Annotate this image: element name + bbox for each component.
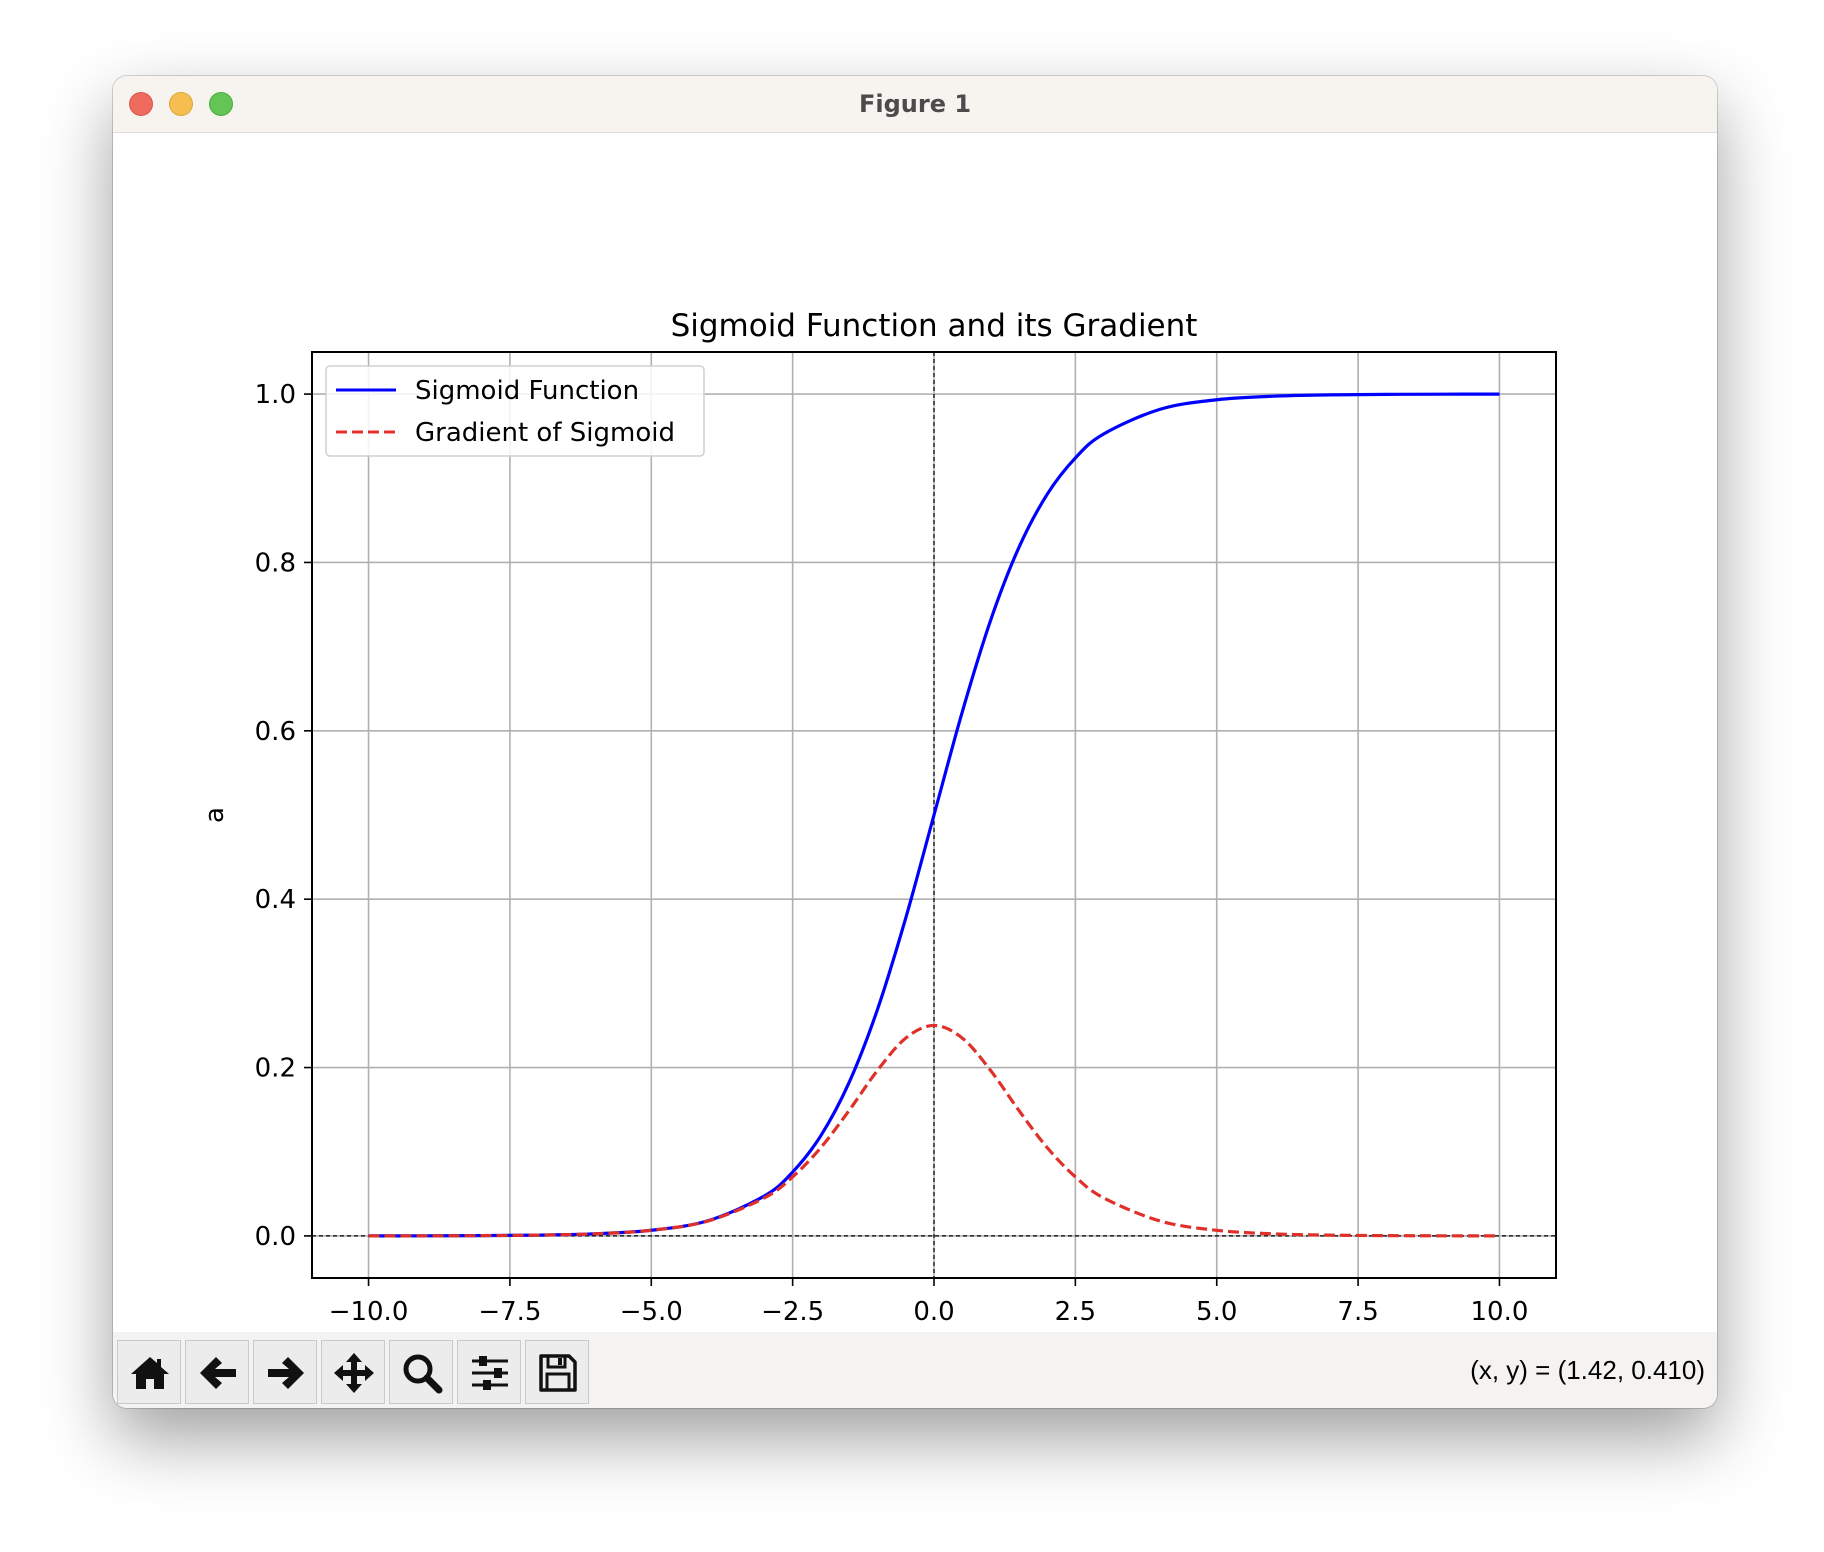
magnifier-icon (403, 1354, 443, 1394)
x-tick-label: −2.5 (761, 1297, 824, 1327)
navigation-toolbar: (x, y) = (1.42, 0.410) (113, 1332, 1717, 1408)
x-tick-label: −10.0 (329, 1297, 409, 1327)
title-bar[interactable]: Figure 1 (113, 76, 1717, 133)
series-lines (368, 392, 1500, 1238)
figure-canvas[interactable]: −10.0 −7.5 −5.0 −2.5 0.0 2.5 5.0 7.5 10.0 0.0 0.2 0… (113, 133, 1717, 1332)
home-icon (131, 1357, 169, 1389)
legend-label-gradient: Gradient of Sigmoid (415, 418, 675, 448)
chart-title: Sigmoid Function and its Gradient (671, 308, 1198, 344)
move-icon (334, 1353, 374, 1393)
legend-box (325, 365, 705, 457)
home-button[interactable] (117, 1340, 181, 1404)
window-title: Figure 1 (858, 90, 972, 118)
y-tick-label: 0.4 (255, 885, 296, 915)
x-tick-label: −7.5 (478, 1297, 541, 1327)
figure-window: Figure 1 −10.0 −7.5 −5.0 −2.5 0.0 2.5 5.0 7.5 10… (113, 76, 1717, 1408)
save-button[interactable] (525, 1340, 589, 1404)
chart-svg: −10.0 −7.5 −5.0 −2.5 0.0 2.5 5.0 7.5 10.0 0.0 0.2 0… (200, 308, 1557, 1327)
x-tick-label: −5.0 (620, 1297, 683, 1327)
y-tick-label: 0.8 (255, 548, 296, 578)
legend-label-sigmoid: Sigmoid Function (415, 376, 639, 406)
y-tick-label: 0.6 (255, 717, 296, 747)
x-tick-label: 7.5 (1337, 1297, 1378, 1327)
coordinate-readout: (x, y) = (1.42, 0.410) (1470, 1355, 1705, 1385)
arrow-left-icon (200, 1357, 236, 1389)
gradient-of-sigmoid-line (368, 1023, 1500, 1238)
y-tick-label: 0.0 (255, 1222, 296, 1252)
x-tick-label: 10.0 (1471, 1297, 1529, 1327)
close-window-button[interactable] (129, 92, 153, 116)
floppy-disk-icon (539, 1354, 577, 1392)
back-button[interactable] (185, 1340, 249, 1404)
pan-button[interactable] (321, 1340, 385, 1404)
legend: Sigmoid Function Gradient of Sigmoid (325, 365, 705, 457)
configure-subplots-button[interactable] (457, 1340, 521, 1404)
x-tick-label: 5.0 (1196, 1297, 1237, 1327)
ticks: −10.0 −7.5 −5.0 −2.5 0.0 2.5 5.0 7.5 10.0 0.0 0.2 0… (255, 380, 1529, 1327)
x-tick-label: 2.5 (1055, 1297, 1096, 1327)
arrow-right-icon (268, 1357, 304, 1389)
minimize-window-button[interactable] (169, 92, 193, 116)
sliders-icon (472, 1356, 508, 1390)
x-tick-label: 0.0 (913, 1297, 954, 1327)
y-axis-label: a (200, 807, 230, 823)
y-tick-label: 0.2 (255, 1054, 296, 1084)
zoom-window-button[interactable] (209, 92, 233, 116)
forward-button[interactable] (253, 1340, 317, 1404)
zoom-button[interactable] (389, 1340, 453, 1404)
y-tick-label: 1.0 (255, 380, 296, 410)
